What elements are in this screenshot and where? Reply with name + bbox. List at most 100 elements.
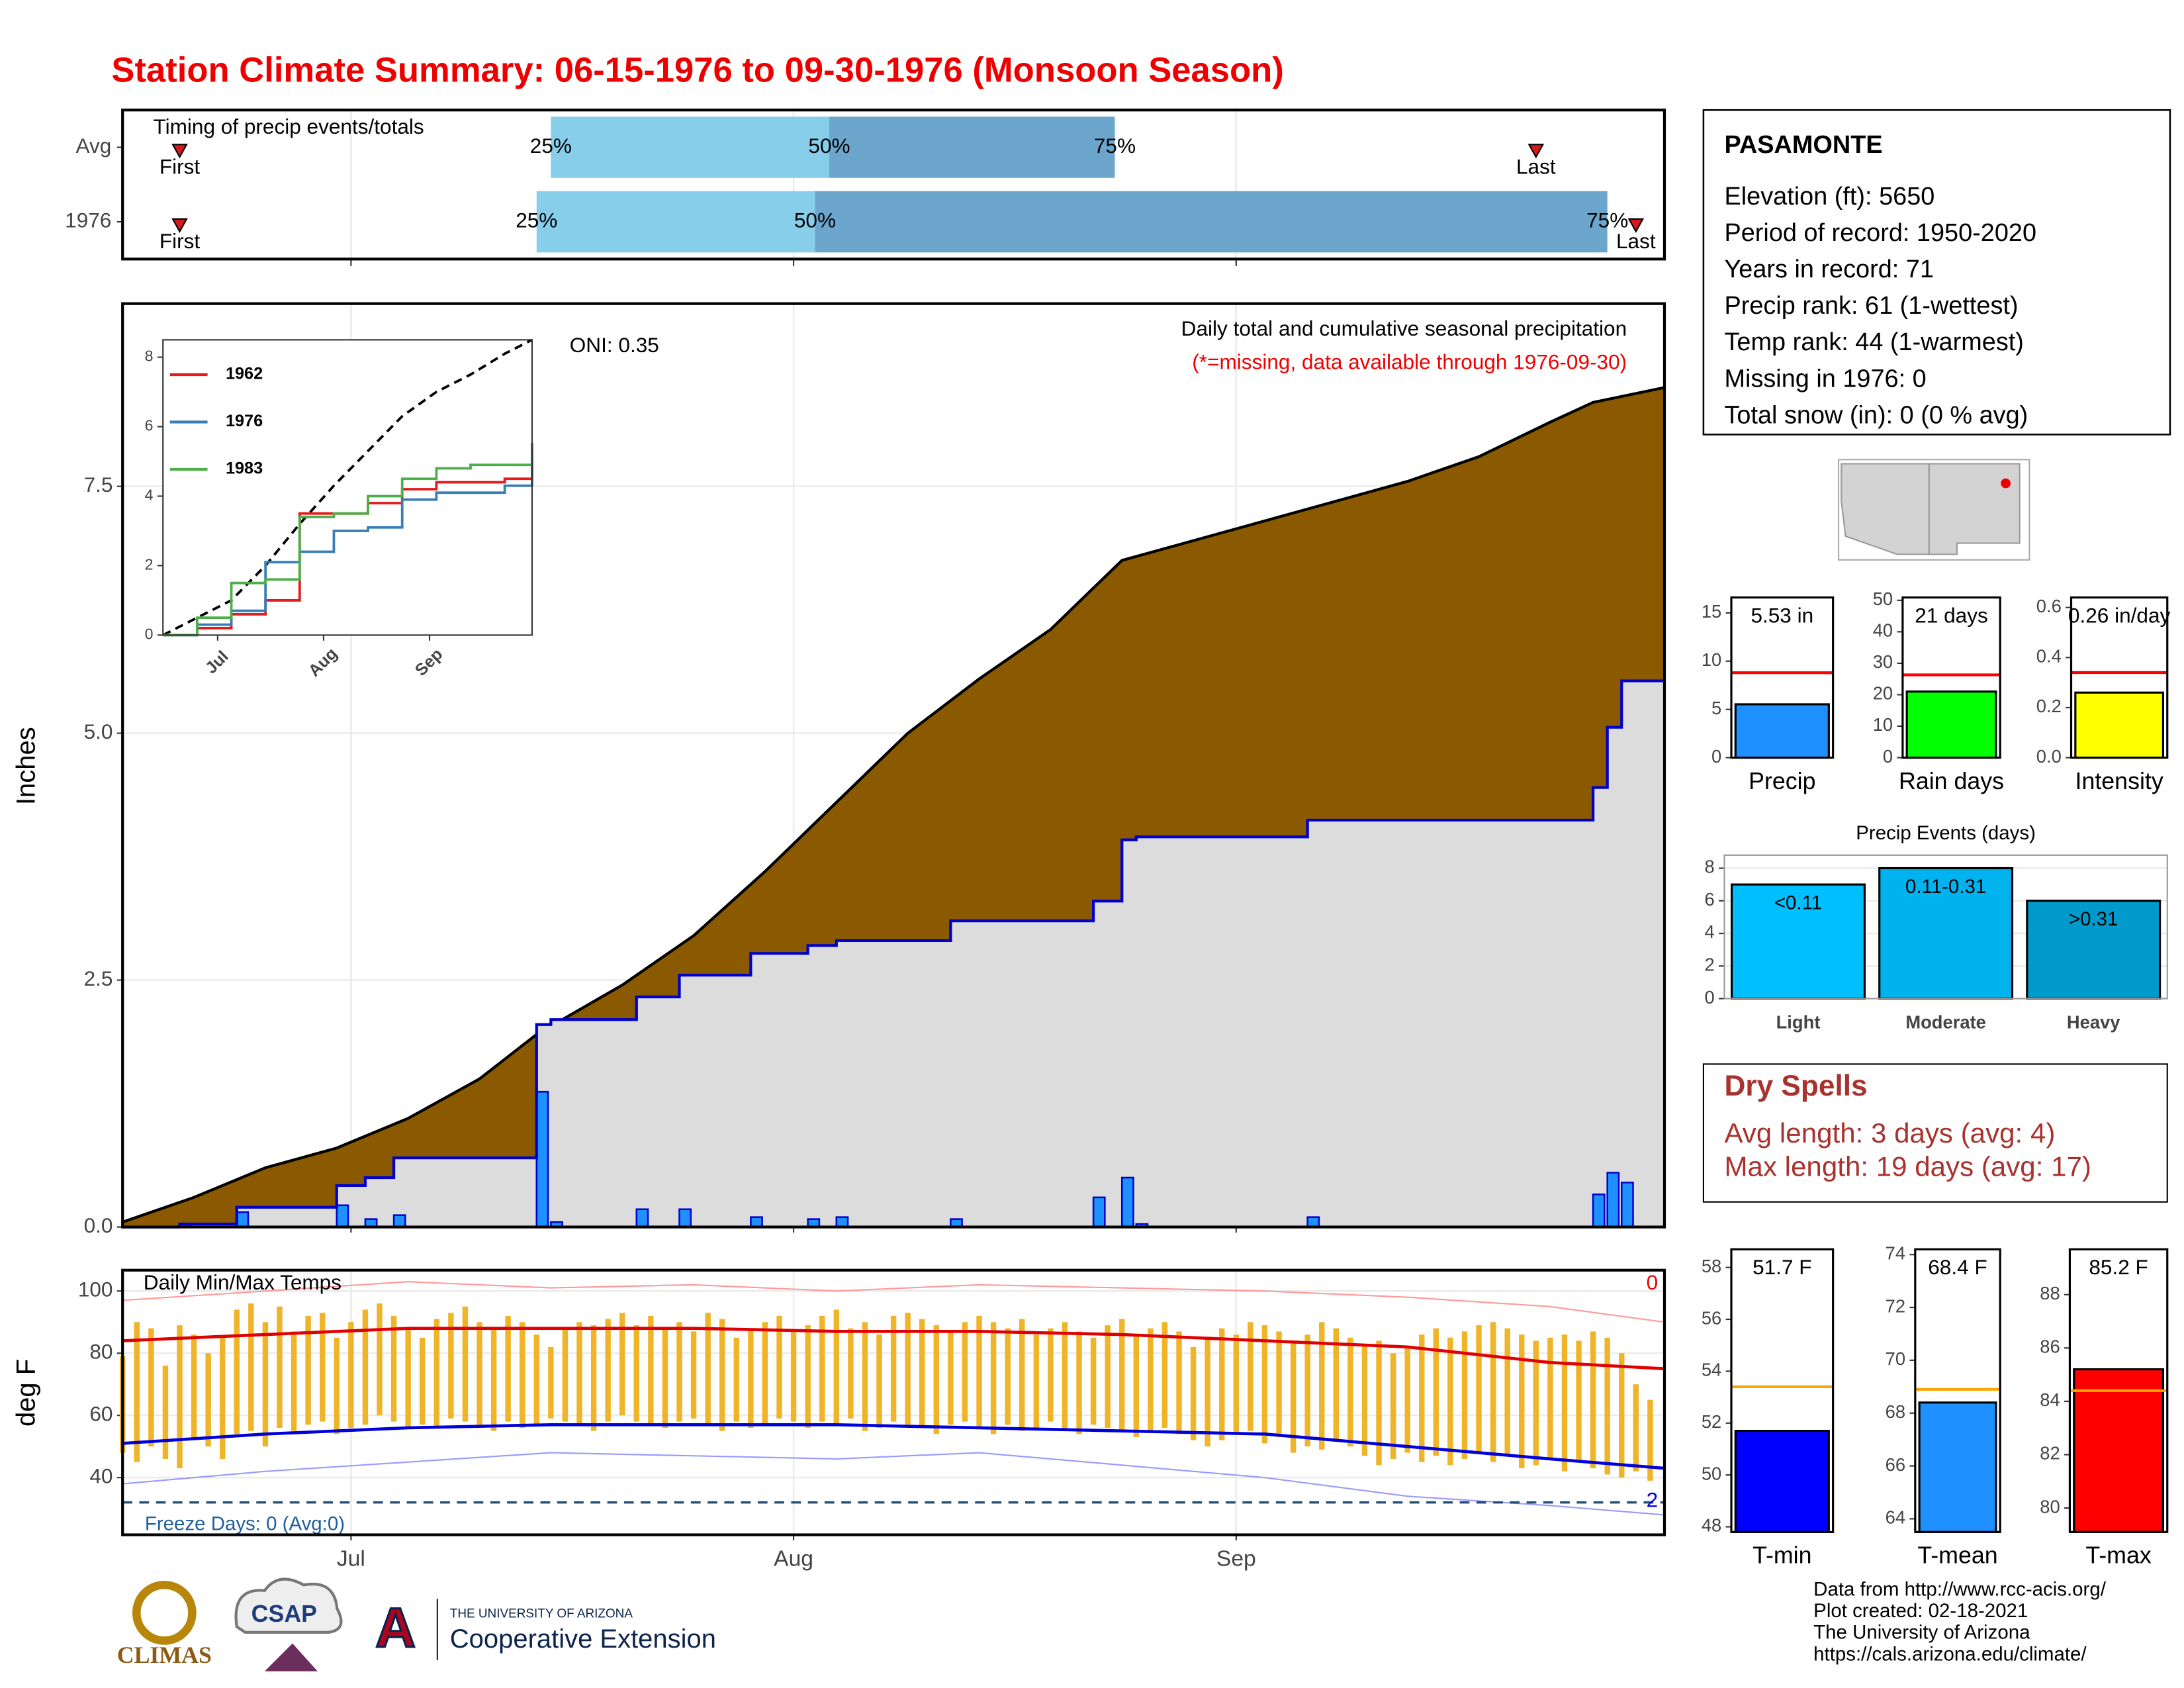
temp-bar (762, 1322, 768, 1425)
record-max-line (122, 1281, 1665, 1323)
logo-text: Cooperative Extension (450, 1624, 716, 1654)
temp-bar (1333, 1328, 1340, 1440)
temp-bar (676, 1322, 682, 1422)
temp-bar (1619, 1353, 1625, 1478)
dry-spells-box (1702, 1063, 2168, 1203)
y-axis-label: Inches (12, 727, 41, 805)
event-label: First (159, 154, 201, 178)
temp-bar (334, 1337, 340, 1434)
plot-frame (1914, 1248, 2001, 1533)
logo-text: CSAP (251, 1601, 317, 1627)
y-tick-label: 15 (1702, 601, 1721, 622)
temp-bar (790, 1331, 797, 1422)
temp-bar (490, 1328, 497, 1431)
daily-bar (236, 1211, 250, 1228)
temp-bar (390, 1315, 397, 1422)
summary-bar (1734, 703, 1830, 759)
y-tick-label: 0 (1711, 746, 1721, 767)
legend-label: 1976 (226, 412, 263, 430)
temp-bar (805, 1325, 811, 1428)
range-label: >0.31 (2069, 908, 2118, 930)
record-low-count: 2 (1647, 1487, 1659, 1511)
temp-bar (1547, 1337, 1553, 1459)
y-tick-label: 8 (1705, 857, 1715, 877)
temp-bar (933, 1325, 940, 1434)
plot-frame (2070, 596, 2169, 759)
plot-frame (121, 109, 1666, 261)
y-tick-label: 86 (2040, 1336, 2060, 1357)
y-tick-label: 80 (89, 1340, 113, 1364)
legend-label: 1962 (226, 365, 263, 383)
csap-mountain (264, 1643, 318, 1671)
category-label: Intensity (2075, 768, 2163, 794)
quartile-bar (536, 191, 815, 253)
temp-bar (1161, 1322, 1168, 1428)
temp-bar (177, 1325, 183, 1469)
summary-bar (1734, 1429, 1830, 1533)
y-tick-label: 40 (89, 1464, 113, 1487)
temp-bar (291, 1331, 297, 1431)
temp-bar (1219, 1328, 1225, 1440)
temp-bar (1005, 1328, 1011, 1425)
temp-bar (477, 1322, 482, 1425)
temp-bar (905, 1313, 911, 1425)
daily-bar (336, 1204, 349, 1228)
avg-max-line (122, 1327, 1665, 1371)
daily-bar (835, 1216, 849, 1228)
logo-text: CLIMAS (117, 1642, 212, 1668)
temp-bar (748, 1328, 754, 1428)
plot-frame (1730, 1248, 1835, 1533)
summary-bar (2074, 691, 2165, 759)
temp-bar (1105, 1325, 1111, 1428)
logo-text: THE UNIVERSITY OF ARIZONA (450, 1607, 633, 1620)
temp-bar (1304, 1335, 1310, 1447)
plot-frame (121, 1268, 1666, 1536)
temp-bar (990, 1322, 997, 1434)
quartile-label: 25% (516, 208, 557, 232)
dry-spell-line: Avg length: 3 days (avg: 4) (1724, 1117, 2055, 1149)
temp-bar (1148, 1328, 1154, 1431)
plot-frame (121, 302, 1666, 1229)
y-tick-label: 40 (1873, 620, 1893, 641)
y-tick-label: 80 (2040, 1496, 2060, 1517)
map-new-mexico (1928, 463, 2021, 555)
station-line: Total snow (in): 0 (0 % avg) (1724, 402, 2028, 430)
y-tick-label: 64 (1886, 1507, 1905, 1528)
y-tick-label: 54 (1702, 1360, 1721, 1380)
temp-bar (819, 1315, 825, 1422)
temp-bar (1176, 1331, 1182, 1434)
event-label: Last (1516, 154, 1556, 178)
temp-bar (733, 1337, 740, 1422)
cumulative-line (122, 679, 1664, 1229)
temp-bar (1490, 1322, 1496, 1462)
y-tick-label: 30 (1873, 651, 1893, 672)
station-box (1702, 109, 2171, 436)
temp-bar (1133, 1335, 1140, 1438)
temp-bar (1576, 1340, 1582, 1462)
annotation: ONI: 0.35 (570, 333, 659, 357)
temp-bar (377, 1303, 383, 1416)
temp-bar (776, 1315, 782, 1419)
daily-bar (1621, 1182, 1634, 1228)
temp-bar (719, 1319, 725, 1431)
temp-bar (505, 1315, 511, 1422)
y-tick-label: 0.2 (2036, 696, 2062, 716)
station-location (2001, 478, 2011, 489)
credit-line: Plot created: 02-18-2021 (1813, 1600, 2028, 1622)
y-tick-label: 10 (1873, 714, 1893, 735)
station-line: Missing in 1976: 0 (1724, 365, 1926, 393)
temp-bar (576, 1322, 582, 1425)
y-tick-label: 1976 (65, 208, 111, 232)
daily-bar (535, 1090, 549, 1228)
event-label: First (159, 229, 201, 253)
y-tick-label: 2 (145, 556, 154, 573)
event-bar (1731, 883, 1866, 1000)
temp-bar (1119, 1319, 1125, 1431)
y-tick-label: 100 (78, 1278, 113, 1301)
summary-bar (2073, 1368, 2165, 1533)
y-tick-label: 58 (1702, 1256, 1721, 1276)
value-label: 68.4 F (1928, 1255, 1987, 1279)
temp-bar (562, 1328, 569, 1422)
y-tick-label: 0.4 (2036, 646, 2062, 667)
y-tick-label: 5.0 (84, 720, 113, 743)
